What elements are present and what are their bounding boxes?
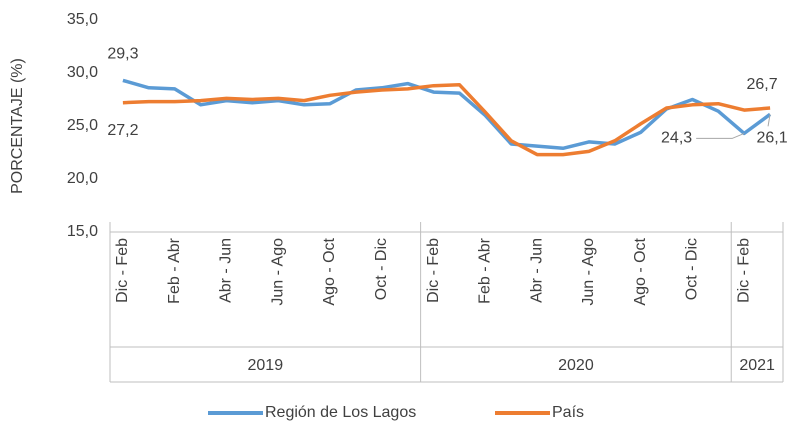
data-label: 27,2: [107, 122, 138, 139]
data-label: 29,3: [107, 46, 138, 63]
leader-line: [696, 132, 745, 139]
leader-line: [767, 114, 771, 127]
data-label: 26,1: [756, 130, 787, 147]
y-tick-label: 30,0: [67, 64, 98, 81]
x-tick-label: Ago - Oct: [632, 237, 649, 305]
x-tick-label: Jun - Ago: [580, 238, 597, 306]
line-series: [122, 78, 772, 151]
y-tick-label: 35,0: [67, 11, 98, 28]
x-tick-label: Feb - Abr: [477, 237, 494, 303]
y-tick-label: 15,0: [67, 223, 98, 240]
group-label: 2019: [248, 357, 284, 374]
legend-label: País: [552, 404, 584, 421]
x-tick-label: Dic - Feb: [425, 238, 442, 303]
x-tick-label: Abr - Jun: [528, 238, 545, 303]
x-tick-label: Feb - Abr: [166, 237, 183, 303]
x-tick-label: Abr - Jun: [218, 238, 235, 303]
x-tick-label: Dic - Feb: [114, 238, 131, 303]
y-axis-label: PORCENTAJE (%): [9, 58, 26, 194]
x-tick-label: Jun - Ago: [269, 238, 286, 306]
legend-label: Región de Los Lagos: [265, 404, 416, 421]
y-tick-label: 25,0: [67, 117, 98, 134]
x-tick-label: Dic - Feb: [735, 238, 752, 303]
y-tick-label: 20,0: [67, 170, 98, 187]
x-tick-label: Ago - Oct: [321, 237, 338, 305]
group-label: 2020: [558, 357, 594, 374]
data-label: 26,7: [746, 76, 777, 93]
group-label: 2021: [739, 357, 775, 374]
x-tick-label: Oct - Dic: [373, 238, 390, 300]
line-series: [122, 82, 771, 157]
x-tick-label: Oct - Dic: [684, 238, 701, 300]
data-label: 24,3: [661, 130, 692, 147]
